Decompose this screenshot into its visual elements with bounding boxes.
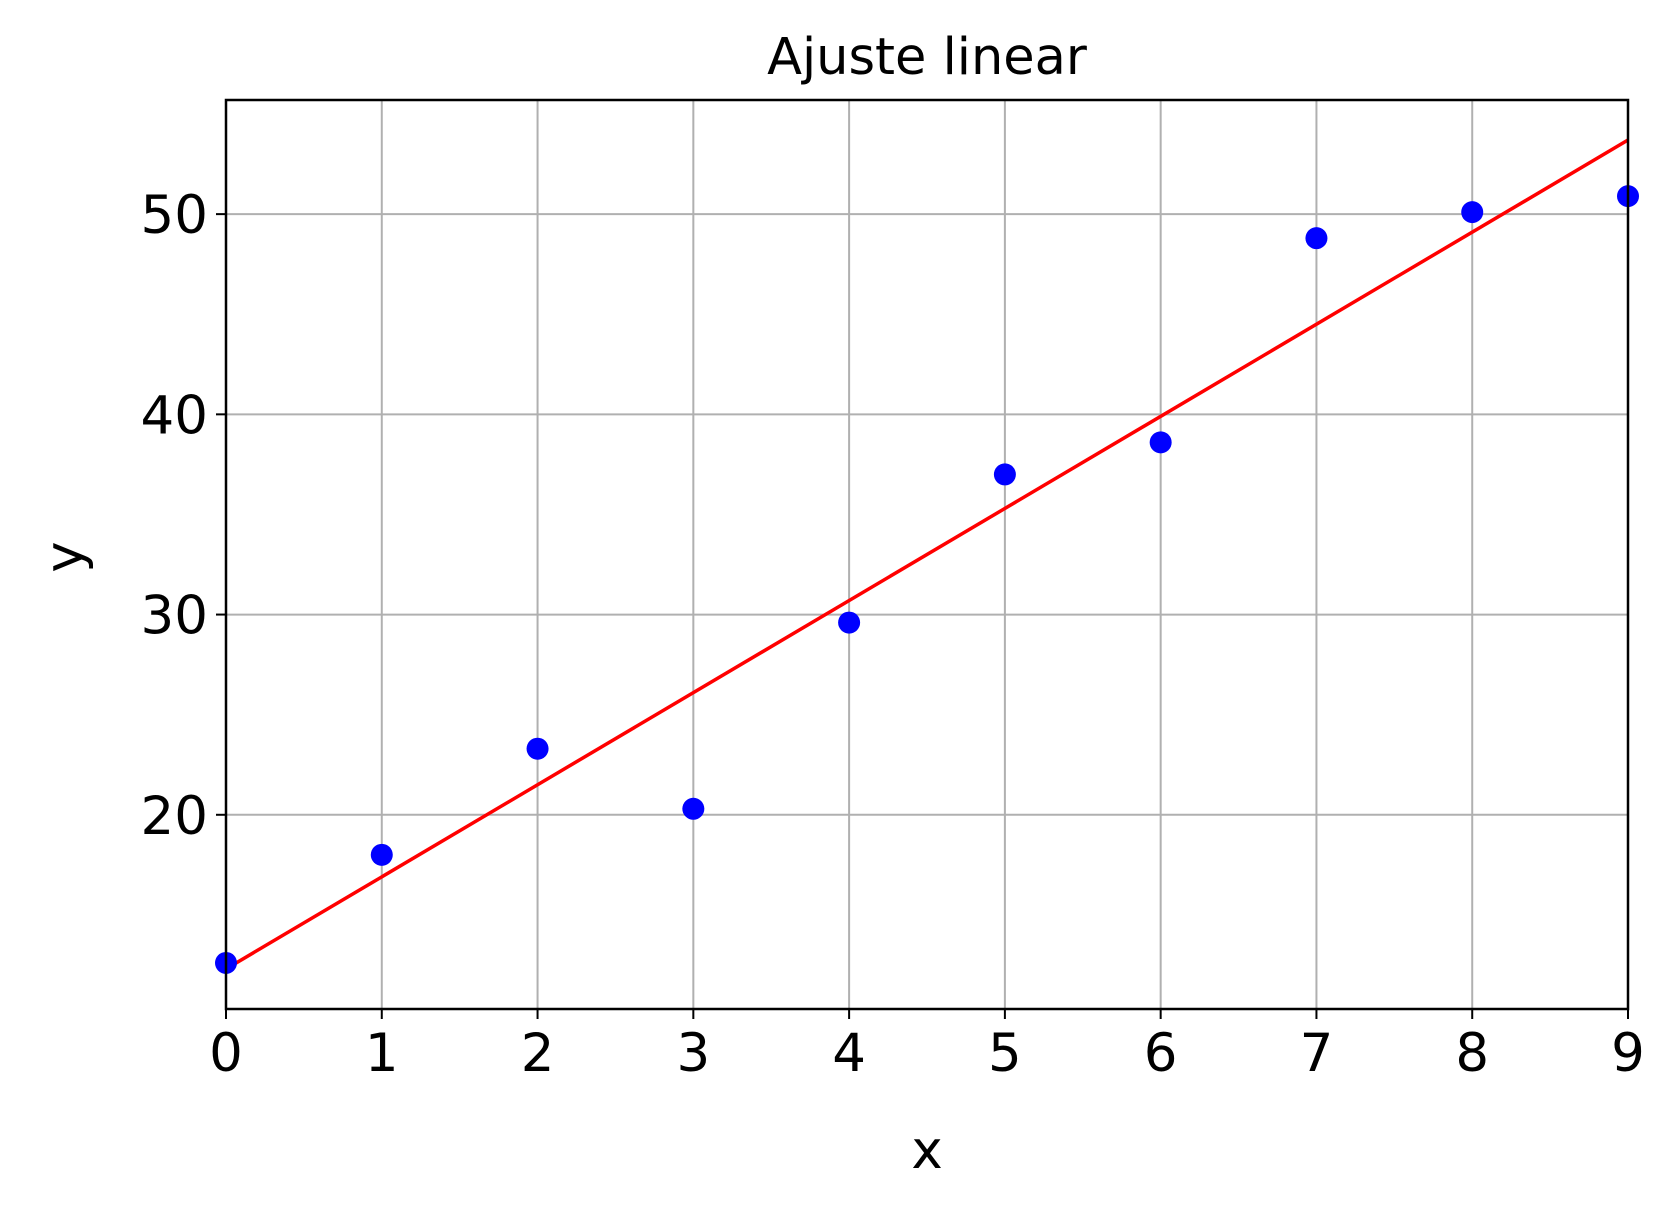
y-axis-label: y — [34, 541, 95, 572]
x-ticks: 0 1 2 3 4 5 6 7 8 9 — [209, 1009, 1645, 1084]
grid — [225, 100, 1629, 1009]
x-tick-label: 1 — [365, 1023, 399, 1084]
scatter-points — [215, 185, 1639, 974]
x-tick-label: 8 — [1455, 1023, 1489, 1084]
y-tick-label: 30 — [141, 586, 208, 647]
fit-line — [225, 138, 1629, 971]
data-point — [1305, 227, 1328, 250]
y-tick-label: 40 — [141, 385, 208, 446]
y-tick-label: 50 — [141, 185, 208, 246]
x-tick-label: 7 — [1300, 1023, 1334, 1084]
data-point — [370, 843, 393, 866]
data-point — [1461, 201, 1484, 224]
x-tick-label: 0 — [209, 1023, 243, 1084]
data-point — [993, 463, 1016, 486]
x-tick-label: 6 — [1144, 1023, 1178, 1084]
y-tick-label: 20 — [141, 786, 208, 847]
chart-title: Ajuste linear — [767, 28, 1087, 87]
x-axis-label: x — [911, 1120, 942, 1181]
x-tick-label: 5 — [988, 1023, 1022, 1084]
x-tick-label: 2 — [521, 1023, 555, 1084]
data-point — [526, 737, 549, 760]
plot-frame — [224, 98, 1630, 1011]
data-point — [1149, 431, 1172, 454]
x-tick-label: 3 — [676, 1023, 710, 1084]
x-tick-label: 4 — [832, 1023, 866, 1084]
data-point — [682, 797, 705, 820]
x-tick-label: 9 — [1611, 1023, 1645, 1084]
data-point — [838, 611, 861, 634]
y-ticks: 20 30 40 50 — [141, 185, 226, 847]
